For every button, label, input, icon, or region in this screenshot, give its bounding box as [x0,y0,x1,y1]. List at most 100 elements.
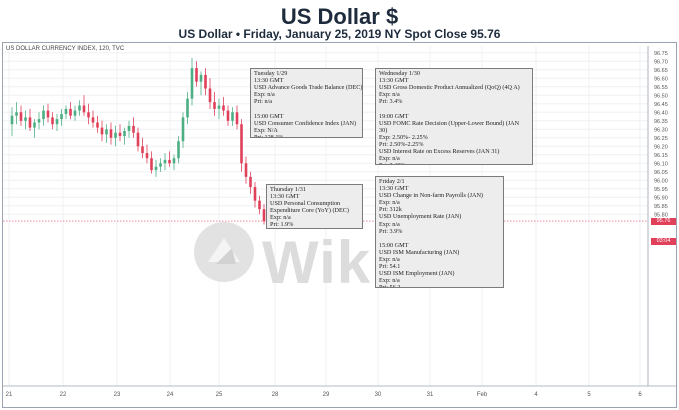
candle-body [132,125,135,133]
candle-body [145,153,149,159]
y-tick-label: 96.10 [654,161,668,167]
candle-body [109,129,113,138]
event-line: 13:30 GMT [379,77,409,85]
y-tick-label: 95.85 [654,204,668,210]
x-tick-label: 28 [272,392,279,398]
event-line: Exp: n/a [254,91,275,99]
y-tick-label: 96.25 [654,136,668,142]
candle-body [168,159,171,164]
event-line: USD FOMC Rate Decision (Upper-Lower Boun… [379,119,520,127]
event-line: Expenditure Core (YoY) (DEC) [270,207,349,215]
candle-body [262,209,266,222]
candle-body [231,112,234,121]
candle-body [100,127,104,135]
chart-subtitle: US Dollar • Friday, January 25, 2019 NY … [178,27,501,41]
y-tick-label: 96.60 [654,76,668,82]
y-tick-label: 96.55 [654,85,668,91]
x-tick-label: 31 [427,392,434,398]
candle-body [258,200,261,210]
candle-body [244,163,248,177]
y-tick-label: 96.75 [654,51,668,57]
candle-body [172,158,176,164]
event-line: USD Consumer Confidence Index (JAN) [254,119,357,127]
candle-body [10,115,14,125]
candle-body [96,122,99,128]
event-line: USD Advance Goods Trade Balance (DEC) [254,84,363,92]
x-tick-label: 25 [216,392,223,398]
x-tick-label: 29 [323,392,330,398]
symbol-label: US DOLLAR CURRENCY INDEX, 120, TVC [6,46,125,52]
event-line: USD Change in Non-farm Payrolls (JAN) [379,192,483,200]
candle-body [226,110,230,121]
candle-body [24,117,27,121]
candle-body [60,114,63,120]
y-tick-label: 96.70 [654,59,668,65]
event-line: Exp: n/a [379,199,400,207]
candle-body [217,105,221,109]
candle-body [118,132,122,137]
x-tick-label: 4 [534,392,538,398]
candle-body [195,68,198,82]
event-line: Friday 2/1 [379,178,405,185]
event-line: USD Interest Rate on Excess Reserves (JA… [379,148,500,156]
candle-body [114,132,117,138]
candle-body [177,141,180,159]
event-box-friday: Friday 2/1 13:30 GMT USD Change in Non-far… [375,176,504,288]
candle-body [15,112,18,116]
event-line: Exp: n/a [379,256,400,264]
x-tick-label: 24 [167,392,174,398]
y-tick-label: 95.80 [654,212,668,218]
candle-body [181,117,185,142]
event-line: 15:00 GMT [254,112,284,120]
candle-body [73,110,77,116]
candle-body [91,117,95,123]
candle-body [87,112,90,118]
event-line [254,105,359,112]
candle-body [150,158,153,171]
wikifx-logo-icon [194,222,254,282]
event-line: USD ISM Employment (JAN) [379,270,455,278]
candle-body [141,146,144,154]
y-tick-label: 96.00 [654,178,668,184]
x-tick-label: 23 [114,392,121,398]
candle-body [235,112,239,125]
candle-body [159,163,162,167]
event-line: Thursday 1/31 [270,186,306,193]
y-tick-label: 95.90 [654,195,668,201]
candle-body [127,125,131,131]
candle-body [163,159,167,164]
x-tick-label: 21 [6,392,13,398]
y-tick-label: 96.15 [654,153,668,159]
event-line: Tuesday 1/29 [254,70,288,77]
y-tick-label: 96.30 [654,127,668,133]
event-line: USD Unemployment Rate (JAN) [379,213,462,221]
event-line: 13:30 GMT [254,77,284,85]
candle-body [19,112,23,121]
x-tick-label: 5 [587,392,591,398]
x-tick-label: Feb [477,392,488,398]
event-line: 30) [379,126,388,134]
event-line: Pri: 3.9% [379,227,403,235]
candle-body [64,108,68,114]
event-line: Pri: 2.50%-2.25% [379,140,424,148]
candle-body [78,105,81,111]
y-tick-label: 95.95 [654,187,668,193]
event-box-wednesday: Wednesday 1/30 13:30 GMT USD Gross Domesti… [375,68,533,165]
event-line: Pri: 3.4% [379,98,403,106]
event-line: 15:00 GMT [379,241,409,249]
candle-body [42,110,45,120]
y-tick-label: 96.65 [654,68,668,74]
candle-body [154,166,158,171]
event-line: Exp: 2.50%- 2.25% [379,133,428,141]
event-box-tuesday: Tuesday 1/29 13:30 GMT USD Advance Goods T… [250,68,363,138]
x-tick-label: 30 [375,392,382,398]
candle-body [69,108,72,116]
event-line: Exp: n/a [379,277,400,285]
event-line: Pri: 1.9% [270,221,294,229]
countdown-tag: 03:04 [651,238,676,245]
candle-body [186,98,189,118]
y-tick-label: 96.50 [654,93,668,99]
candle-body [190,68,194,99]
event-line: Wednesday 1/30 [379,70,420,77]
candle-body [105,129,108,135]
